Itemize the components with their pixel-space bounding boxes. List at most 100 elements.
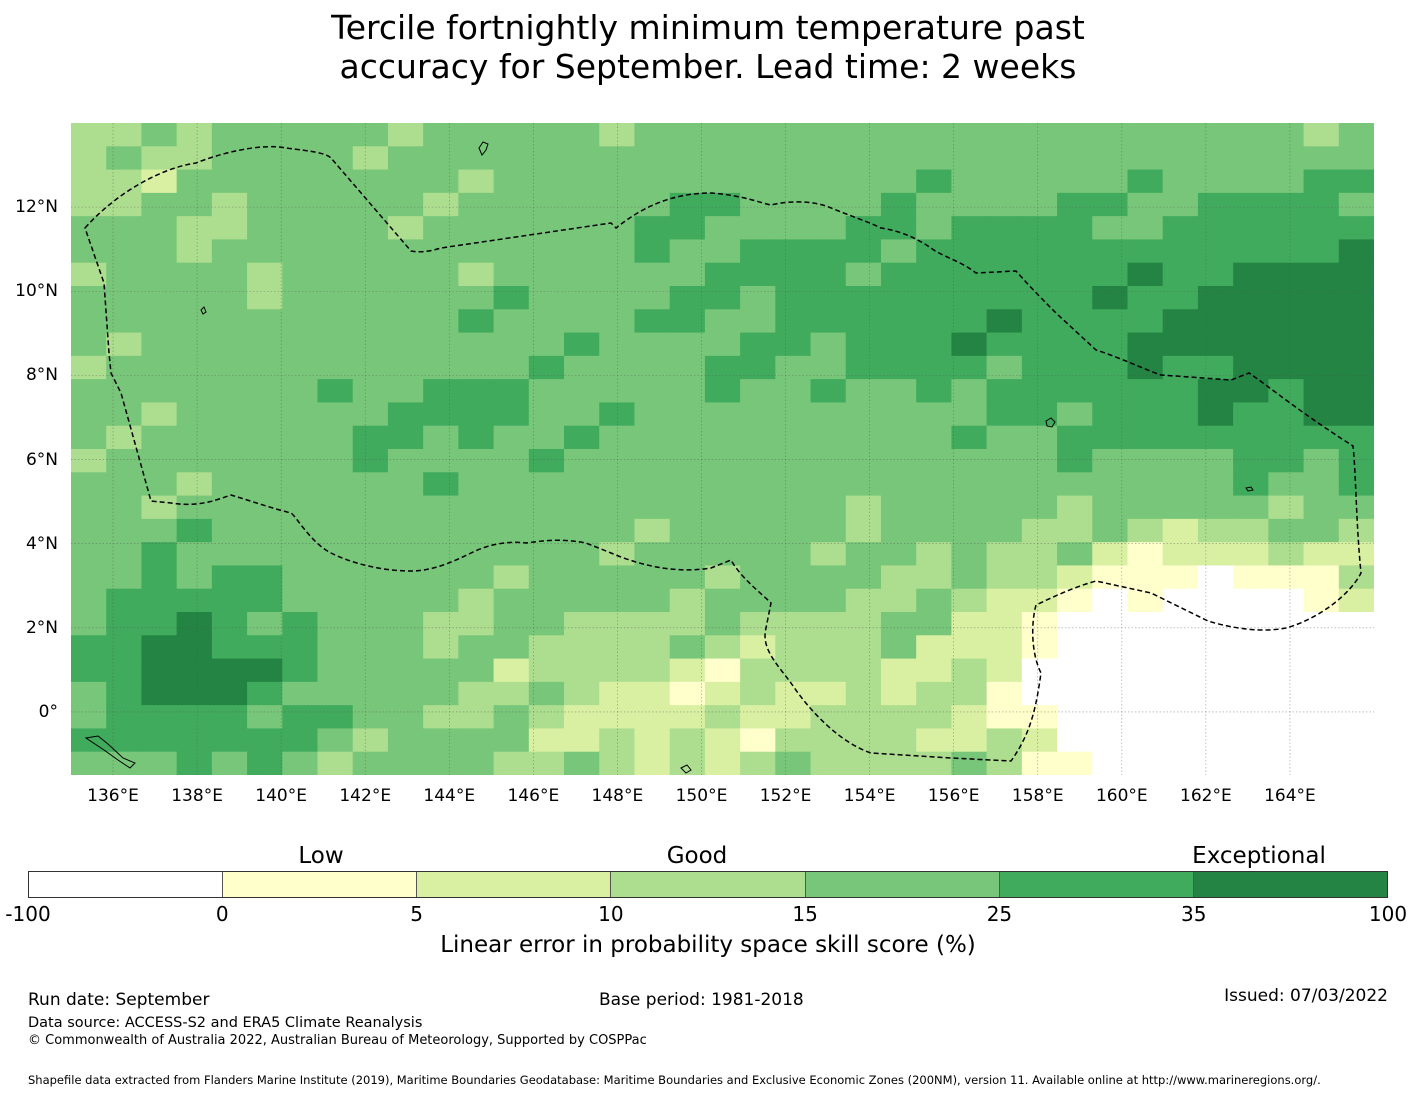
heatmap-cell	[740, 495, 776, 520]
heatmap-cell	[951, 472, 988, 497]
heatmap-cell	[141, 286, 178, 310]
heatmap-cell	[458, 542, 495, 567]
heatmap-cell	[106, 379, 143, 404]
heatmap-cell	[247, 146, 283, 171]
heatmap-cell	[1233, 146, 1269, 171]
heatmap-cell	[986, 449, 1023, 473]
heatmap-cell	[1303, 216, 1340, 241]
heatmap-cell	[634, 169, 671, 194]
heatmap-cell	[1197, 588, 1234, 613]
heatmap-cell	[71, 355, 107, 380]
heatmap-cell	[247, 588, 283, 613]
heatmap-cell	[634, 216, 671, 241]
heatmap-cell	[564, 635, 600, 660]
heatmap-cell	[176, 751, 213, 775]
heatmap-cell	[986, 402, 1023, 427]
heatmap-cell	[1021, 169, 1058, 194]
heatmap-cell	[387, 705, 424, 730]
heatmap-cell	[1197, 495, 1234, 520]
heatmap-cell	[1162, 705, 1199, 730]
heatmap-cell	[1268, 239, 1305, 264]
heatmap-cell	[387, 751, 424, 775]
heatmap-cell	[1057, 728, 1093, 753]
heatmap-cell	[1057, 751, 1093, 775]
heatmap-cell	[1303, 169, 1340, 194]
heatmap-cell	[423, 681, 459, 706]
heatmap-cell	[1057, 635, 1093, 660]
heatmap-cell	[1092, 123, 1129, 147]
heatmap-cell	[810, 495, 847, 520]
heatmap-cell	[1233, 751, 1269, 775]
heatmap-cell	[71, 472, 107, 497]
heatmap-cell	[493, 495, 530, 520]
heatmap-cell	[1057, 495, 1093, 520]
heatmap-cell	[1268, 309, 1305, 334]
heatmap-cell	[352, 379, 389, 404]
heatmap-cell	[1092, 262, 1129, 287]
heatmap-cell	[1233, 518, 1269, 543]
heatmap-cell	[493, 332, 530, 357]
heatmap-cell	[775, 425, 812, 450]
heatmap-cell	[282, 216, 319, 241]
heatmap-cell	[528, 355, 565, 380]
heatmap-cell	[1303, 681, 1340, 706]
heatmap-cell	[352, 123, 389, 147]
heatmap-cell	[880, 192, 917, 217]
heatmap-cell	[1303, 309, 1340, 334]
heatmap-cell	[247, 472, 283, 497]
heatmap-cell	[282, 635, 319, 660]
heatmap-cell	[247, 425, 283, 450]
heatmap-cells	[71, 123, 1374, 775]
heatmap-cell	[458, 705, 495, 730]
heatmap-cell	[845, 355, 882, 380]
heatmap-cell	[1057, 658, 1093, 683]
heatmap-cell	[880, 705, 917, 730]
heatmap-cell	[1057, 402, 1093, 427]
heatmap-cell	[740, 588, 776, 613]
heatmap-cell	[282, 123, 319, 147]
heatmap-cell	[106, 262, 143, 287]
heatmap-cell	[1268, 425, 1305, 450]
heatmap-cell	[810, 518, 847, 543]
heatmap-cell	[317, 449, 354, 473]
heatmap-cell	[211, 681, 248, 706]
heatmap-cell	[387, 449, 424, 473]
heatmap-cell	[775, 355, 812, 380]
skill-map-svg	[71, 123, 1374, 775]
heatmap-cell	[704, 635, 741, 660]
heatmap-cell	[1338, 309, 1374, 334]
heatmap-cell	[880, 332, 917, 357]
heatmap-cell	[387, 355, 424, 380]
colorbar-segment	[1193, 872, 1387, 897]
heatmap-cell	[1057, 216, 1093, 241]
heatmap-cell	[1021, 286, 1058, 310]
heatmap-cell	[1057, 565, 1093, 590]
heatmap-cell	[211, 192, 248, 217]
heatmap-cell	[1233, 681, 1269, 706]
heatmap-cell	[564, 192, 600, 217]
heatmap-cell	[1162, 635, 1199, 660]
heatmap-cell	[1303, 402, 1340, 427]
heatmap-cell	[106, 565, 143, 590]
heatmap-cell	[1127, 681, 1164, 706]
heatmap-cell	[106, 332, 143, 357]
y-tick-label: 2°N	[25, 617, 58, 638]
heatmap-cell	[458, 286, 495, 310]
heatmap-cell	[71, 169, 107, 194]
heatmap-cell	[352, 588, 389, 613]
heatmap-cell	[810, 612, 847, 636]
heatmap-cell	[1162, 658, 1199, 683]
heatmap-cell	[1303, 612, 1340, 636]
heatmap-cell	[1092, 309, 1129, 334]
heatmap-cell	[423, 262, 459, 287]
heatmap-cell	[1303, 705, 1340, 730]
heatmap-cell	[704, 681, 741, 706]
heatmap-cell	[141, 332, 178, 357]
heatmap-cell	[951, 146, 988, 171]
heatmap-cell	[986, 705, 1023, 730]
colorbar-segment	[999, 872, 1194, 897]
heatmap-cell	[106, 425, 143, 450]
heatmap-cell	[740, 635, 776, 660]
heatmap-cell	[1092, 192, 1129, 217]
heatmap-cell	[1233, 449, 1269, 473]
